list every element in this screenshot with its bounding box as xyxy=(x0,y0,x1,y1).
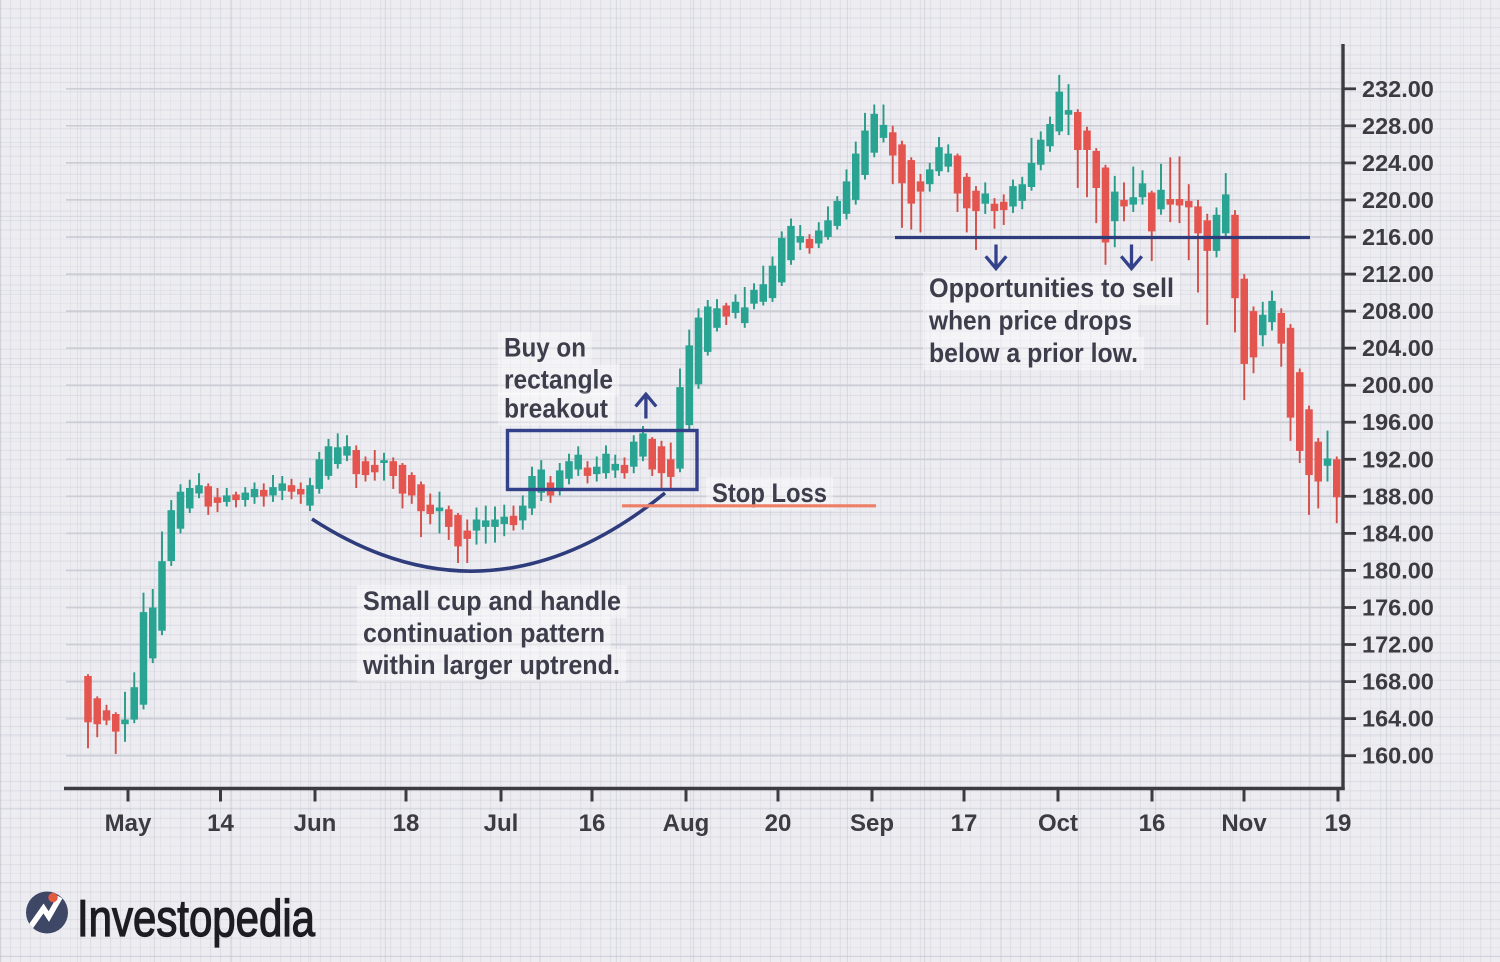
svg-text:below a prior low.: below a prior low. xyxy=(929,338,1138,368)
svg-text:within larger uptrend.: within larger uptrend. xyxy=(362,650,620,680)
svg-text:188.00: 188.00 xyxy=(1362,483,1434,509)
svg-text:16: 16 xyxy=(579,810,606,837)
svg-text:Sep: Sep xyxy=(850,810,894,837)
svg-text:220.00: 220.00 xyxy=(1362,187,1434,213)
svg-text:200.00: 200.00 xyxy=(1362,372,1434,398)
svg-text:216.00: 216.00 xyxy=(1362,224,1434,250)
svg-text:Small cup and handle: Small cup and handle xyxy=(363,586,621,616)
svg-text:176.00: 176.00 xyxy=(1362,595,1434,621)
svg-text:Investopedia: Investopedia xyxy=(77,890,315,948)
svg-text:May: May xyxy=(105,810,152,837)
svg-text:208.00: 208.00 xyxy=(1362,298,1434,324)
svg-text:228.00: 228.00 xyxy=(1362,113,1434,139)
svg-text:204.00: 204.00 xyxy=(1362,335,1434,361)
svg-text:Aug: Aug xyxy=(663,810,710,837)
svg-text:17: 17 xyxy=(951,810,978,837)
svg-text:172.00: 172.00 xyxy=(1362,632,1434,658)
svg-text:18: 18 xyxy=(393,810,420,837)
svg-text:20: 20 xyxy=(765,810,792,837)
svg-text:Stop Loss: Stop Loss xyxy=(712,478,827,508)
svg-text:168.00: 168.00 xyxy=(1362,669,1434,695)
svg-text:breakout: breakout xyxy=(504,394,608,424)
svg-text:232.00: 232.00 xyxy=(1362,76,1434,102)
svg-text:Jul: Jul xyxy=(484,810,519,837)
svg-text:Buy on: Buy on xyxy=(504,333,586,363)
svg-text:180.00: 180.00 xyxy=(1362,557,1434,583)
svg-text:224.00: 224.00 xyxy=(1362,150,1434,176)
svg-text:Opportunities to sell: Opportunities to sell xyxy=(929,273,1174,303)
svg-text:rectangle: rectangle xyxy=(504,365,613,395)
svg-text:16: 16 xyxy=(1139,810,1166,837)
svg-text:Oct: Oct xyxy=(1038,810,1078,837)
svg-text:196.00: 196.00 xyxy=(1362,409,1434,435)
svg-text:160.00: 160.00 xyxy=(1362,743,1434,769)
svg-text:when price drops: when price drops xyxy=(928,306,1132,336)
svg-text:164.00: 164.00 xyxy=(1362,706,1434,732)
svg-text:Nov: Nov xyxy=(1221,810,1267,837)
svg-text:continuation pattern: continuation pattern xyxy=(363,618,605,648)
svg-text:212.00: 212.00 xyxy=(1362,261,1434,287)
svg-text:Jun: Jun xyxy=(294,810,337,837)
svg-text:184.00: 184.00 xyxy=(1362,520,1434,546)
svg-text:14: 14 xyxy=(207,810,234,837)
svg-text:19: 19 xyxy=(1325,810,1352,837)
svg-text:192.00: 192.00 xyxy=(1362,446,1434,472)
